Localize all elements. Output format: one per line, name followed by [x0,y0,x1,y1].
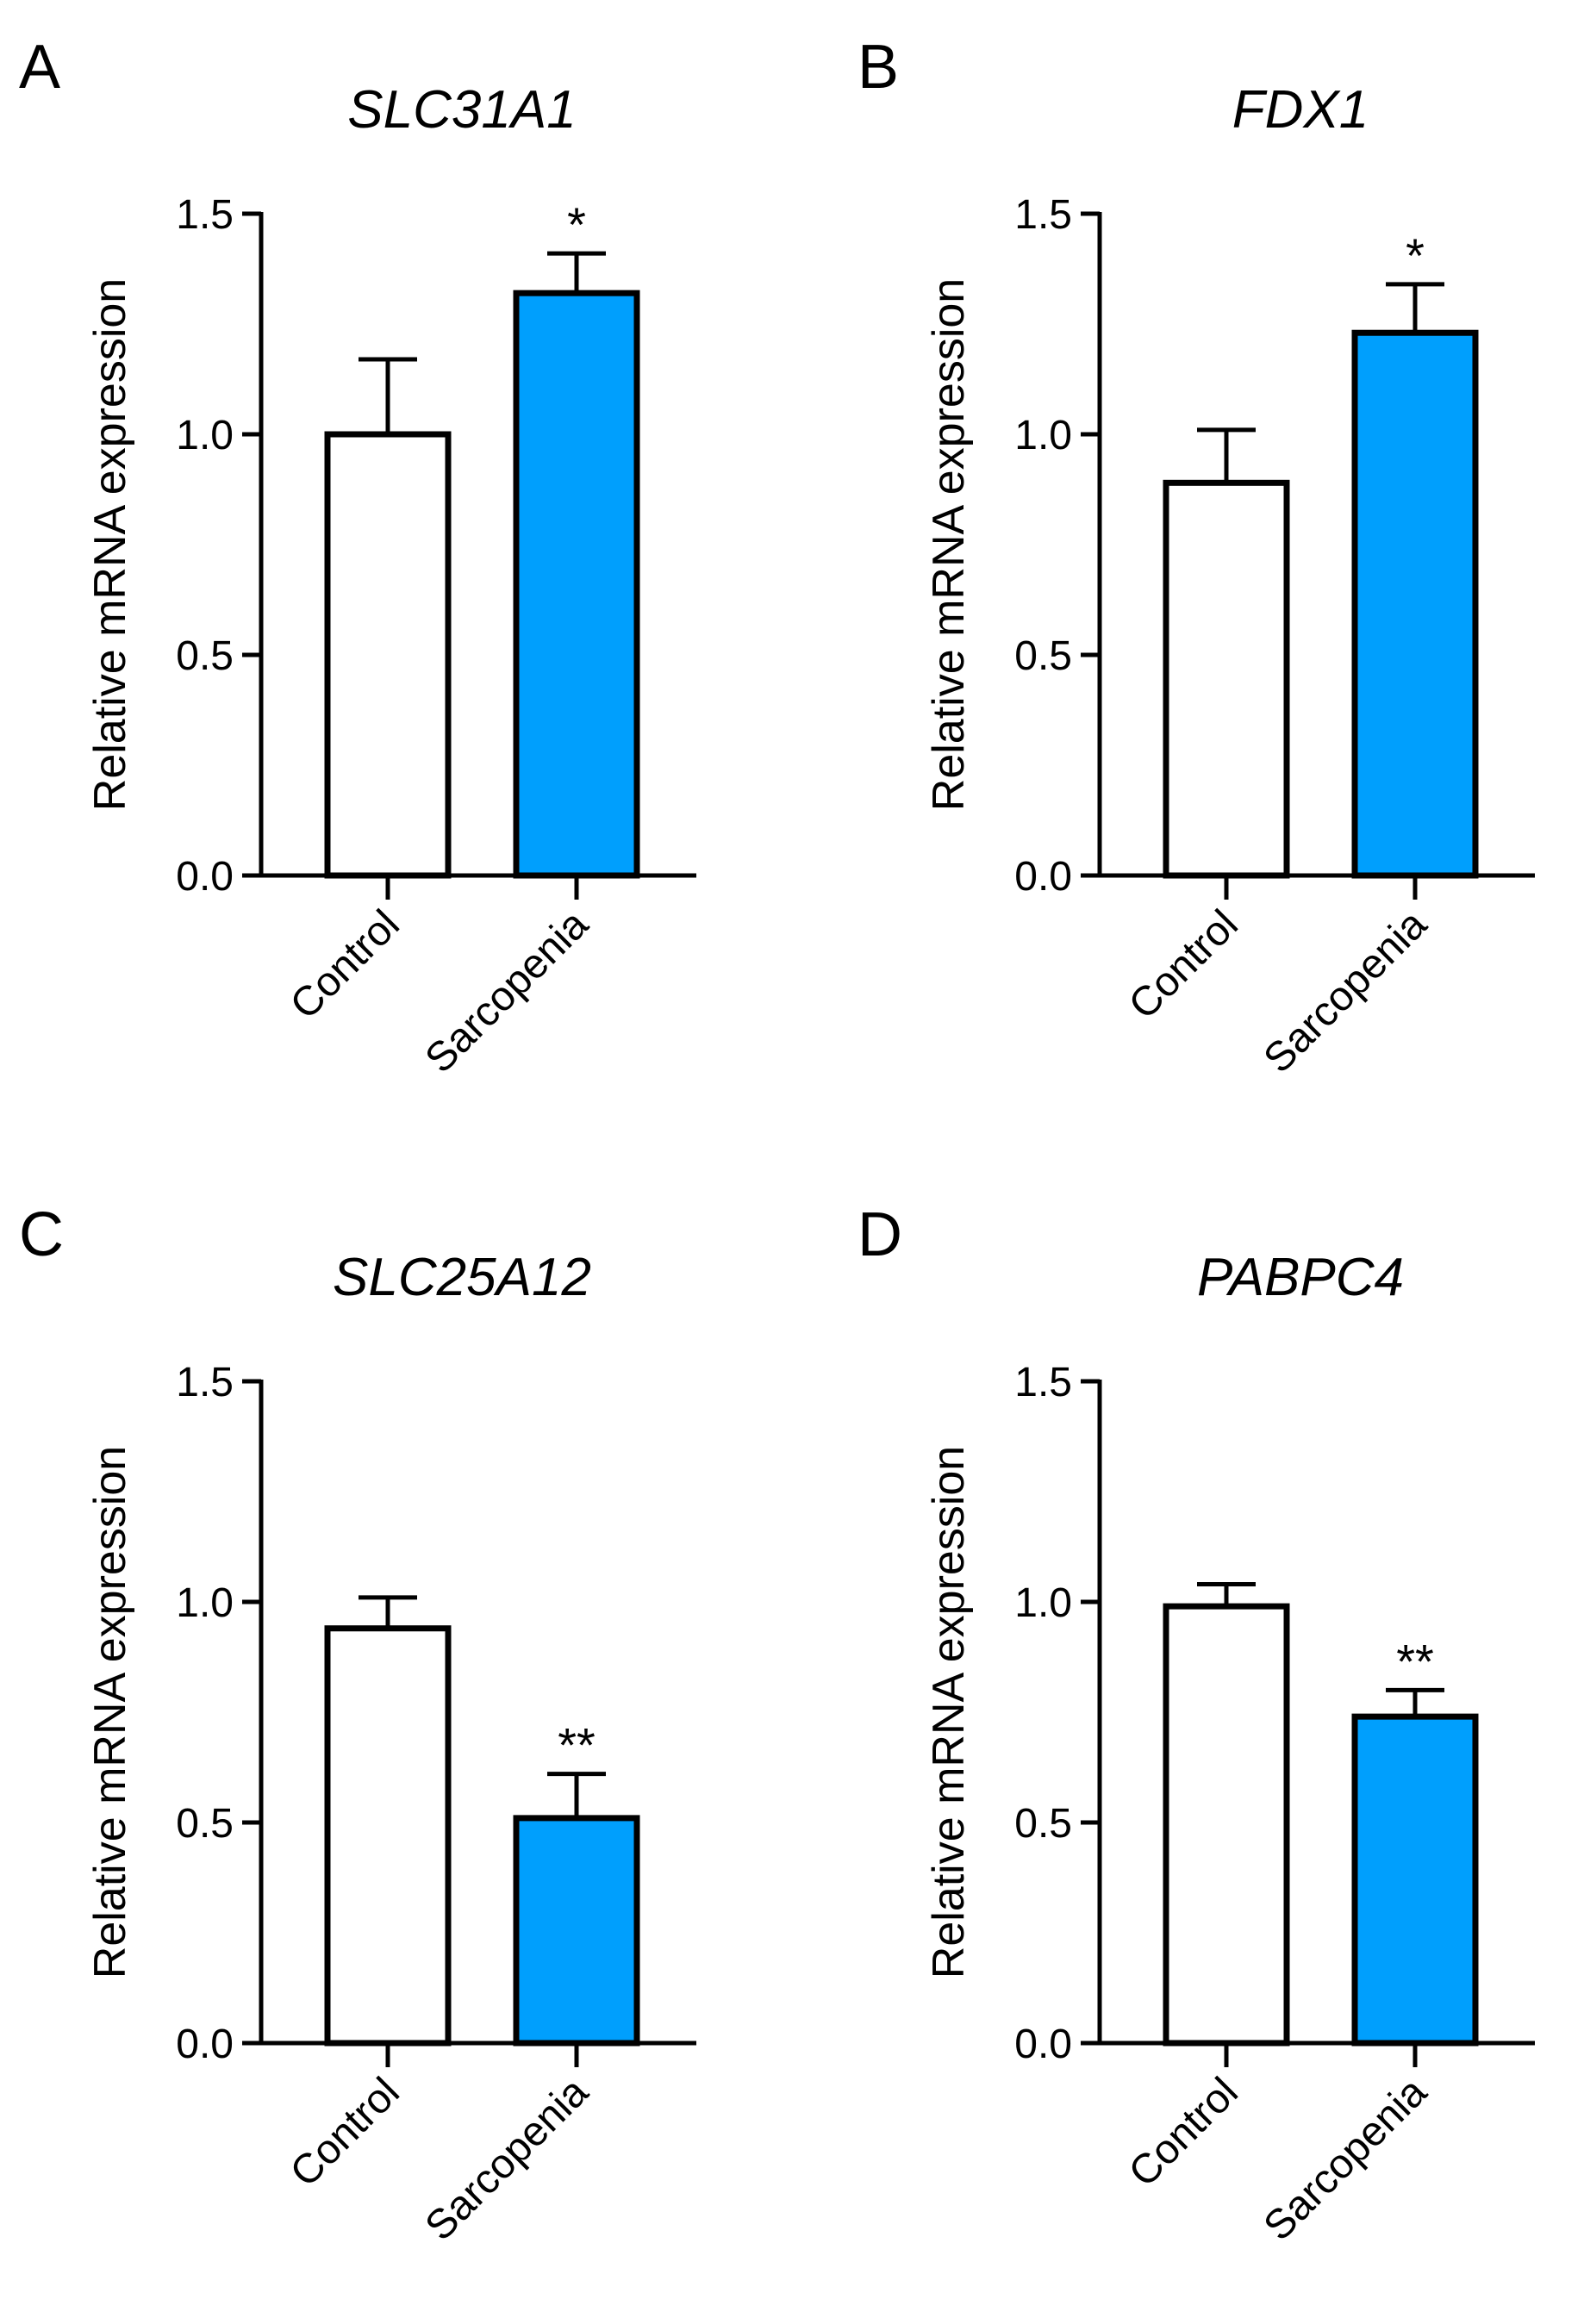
x-tick-label: Sarcopenia [417,901,597,1081]
x-tick-label: Control [282,2069,408,2196]
x-tick-label: Sarcopenia [1256,901,1436,1081]
bar-control [1163,1603,1290,2047]
bar-sarcopenia [513,1815,640,2047]
chart-title: SLC31A1 [347,80,576,140]
y-tick-label: 0.0 [176,854,234,900]
y-tick-label: 1.5 [1014,192,1072,238]
panel-letter: C [19,1200,64,1269]
significance-marker: ** [1396,1634,1434,1688]
bar-control [1163,479,1290,879]
y-axis-label: Relative mRNA expression [924,1446,974,1978]
bar-sarcopenia [513,290,640,879]
y-tick-label: 1.5 [176,1360,234,1405]
panel-c: C SLC25A12 Relative mRNA expression Control… [19,1200,696,2249]
y-axis-label: Relative mRNA expression [85,278,135,811]
chart-title: SLC25A12 [333,1248,591,1307]
y-tick-label: 1.0 [1014,413,1072,458]
panel-letter: B [857,33,899,102]
y-tick-label: 1.0 [1014,1580,1072,1626]
x-tick-label: Control [1120,901,1247,1028]
y-tick-label: 1.0 [176,413,234,458]
x-tick-label: Control [1120,2069,1247,2196]
chart-title: FDX1 [1232,80,1369,140]
panel-a: A SLC31A1 Relative mRNA expression Control *… [19,33,696,1081]
y-tick-label: 1.5 [176,192,234,238]
panel-b: B FDX1 Relative mRNA expression Control * Sar… [857,33,1535,1081]
y-tick-label: 0.5 [1014,1801,1072,1847]
bar-sarcopenia [1351,1713,1479,2047]
chart-title: PABPC4 [1197,1248,1404,1307]
y-tick-label: 0.0 [1014,2022,1072,2067]
y-tick-label: 0.5 [176,633,234,679]
panel-d: D PABPC4 Relative mRNA expression Control **… [857,1200,1535,2249]
y-tick-label: 1.0 [176,1580,234,1626]
y-axis-label: Relative mRNA expression [924,278,974,811]
y-axis-label: Relative mRNA expression [85,1446,135,1978]
significance-marker: * [1406,228,1425,283]
y-tick-label: 0.5 [176,1801,234,1847]
y-tick-label: 1.5 [1014,1360,1072,1405]
y-tick-label: 0.5 [1014,633,1072,679]
bar-sarcopenia [1351,329,1479,879]
y-tick-label: 0.0 [176,2022,234,2067]
bar-control [324,431,452,879]
x-tick-label: Control [282,901,408,1028]
y-tick-label: 0.0 [1014,854,1072,900]
panel-letter: A [19,33,60,102]
significance-marker: * [567,197,586,252]
significance-marker: ** [558,1718,596,1773]
x-tick-label: Sarcopenia [1256,2069,1436,2249]
panel-letter: D [857,1200,902,1269]
bar-control [324,1625,452,2047]
x-tick-label: Sarcopenia [417,2069,597,2249]
